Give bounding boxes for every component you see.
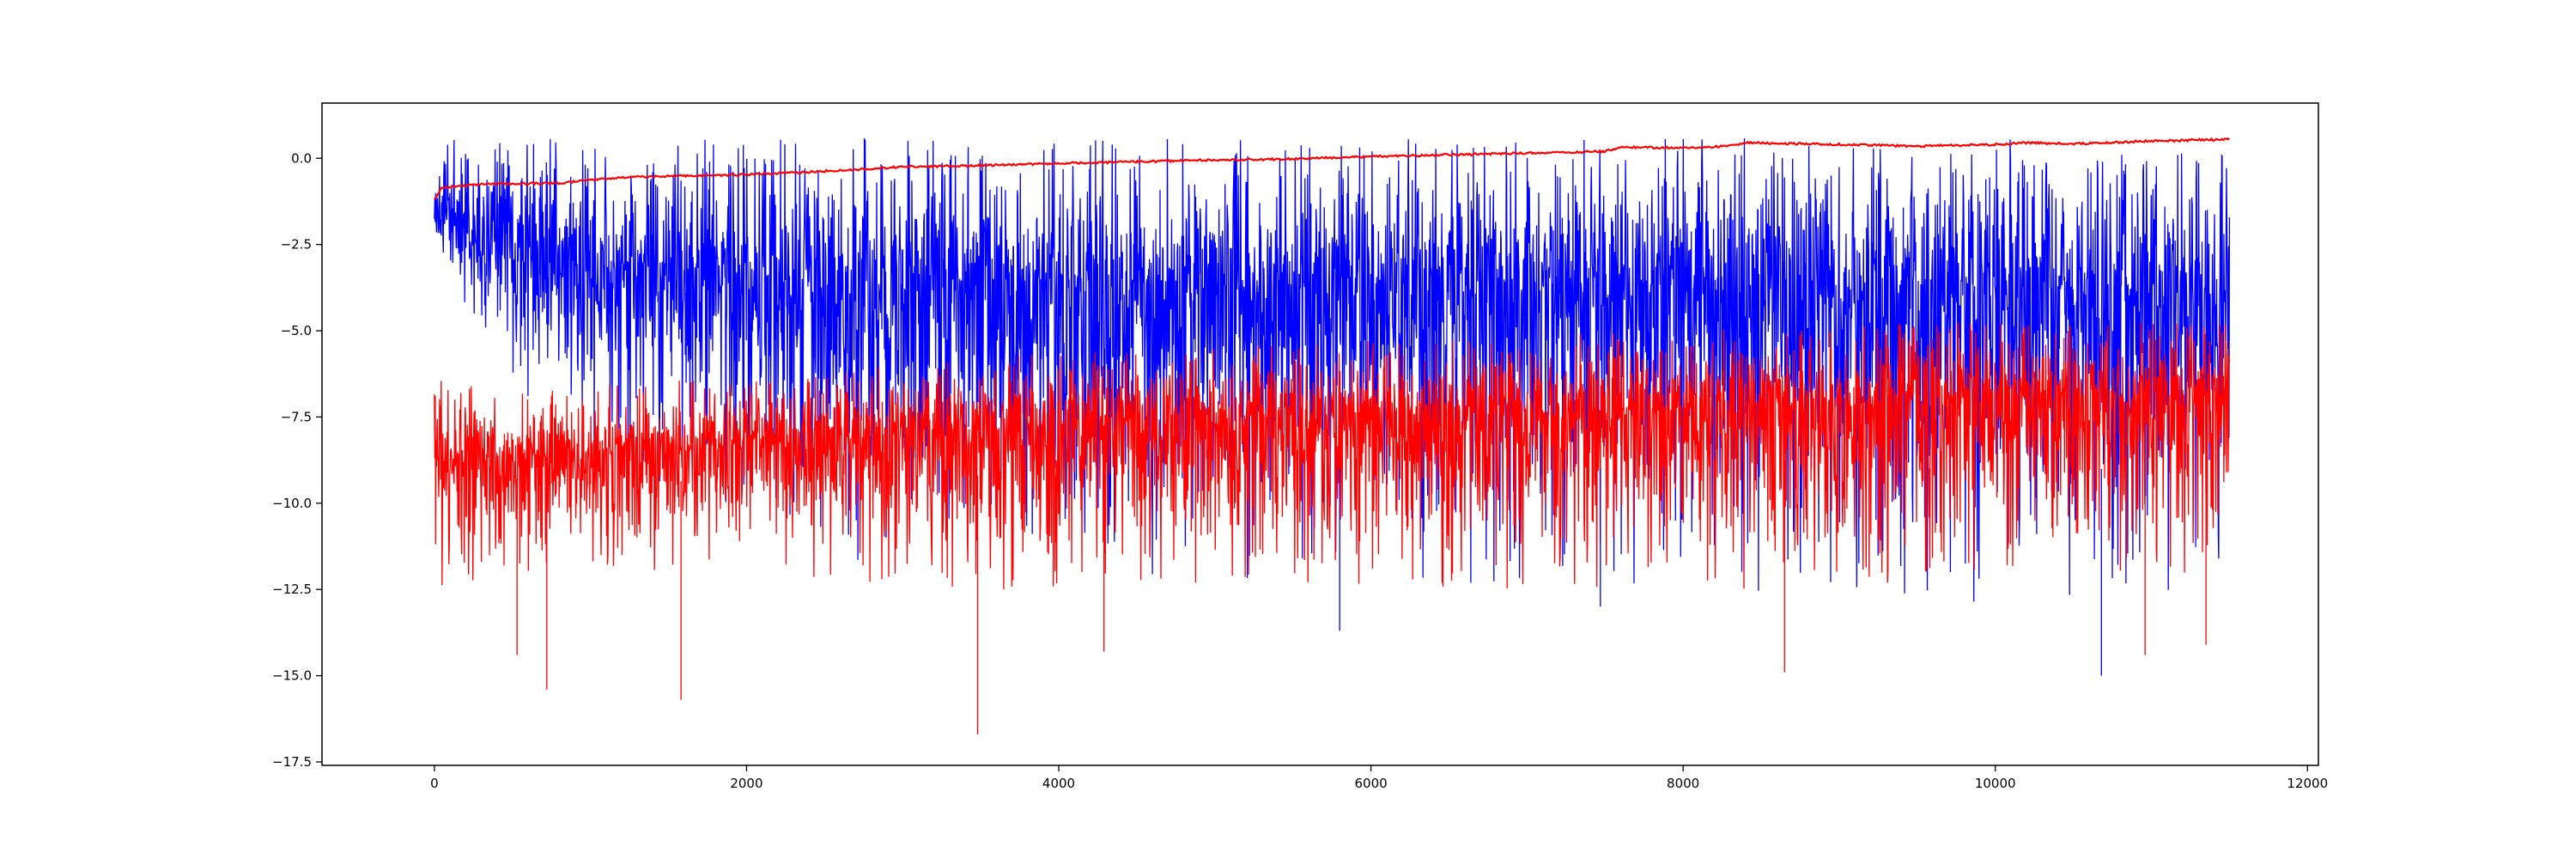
x-tick-label: 8000 [1667, 776, 1699, 791]
series-2-spikes [516, 452, 2207, 734]
x-tick-label: 6000 [1354, 776, 1387, 791]
plot-frame [321, 102, 2319, 766]
y-tick-label: 0.0 [291, 150, 312, 166]
series-line-3 [434, 137, 2231, 200]
y-tick-label: −12.5 [272, 582, 312, 597]
y-tick-label: −5.0 [281, 323, 312, 338]
x-tick-label: 4000 [1042, 776, 1075, 791]
y-tick-label: −2.5 [281, 237, 312, 253]
x-tick-label: 12000 [2287, 776, 2328, 791]
x-tick-label: 2000 [730, 776, 762, 791]
series-1-spikes [1339, 468, 2102, 676]
x-tick-label: 0 [430, 776, 439, 791]
series-layer [434, 137, 2231, 734]
y-tick-label: −10.0 [272, 496, 312, 511]
y-tick-label: −7.5 [281, 409, 312, 424]
y-tick-label: −15.0 [272, 668, 312, 684]
series-line-2 [434, 322, 2231, 590]
x-tick-label: 10000 [1975, 776, 2016, 791]
y-tick-label: −17.5 [272, 754, 312, 770]
x-axis: 0 2000 4000 6000 8000 10000 12000 [430, 765, 2328, 791]
y-axis: 0.0 −2.5 −5.0 −7.5 −10.0 −12.5 −15.0 −17.5 [272, 150, 322, 770]
